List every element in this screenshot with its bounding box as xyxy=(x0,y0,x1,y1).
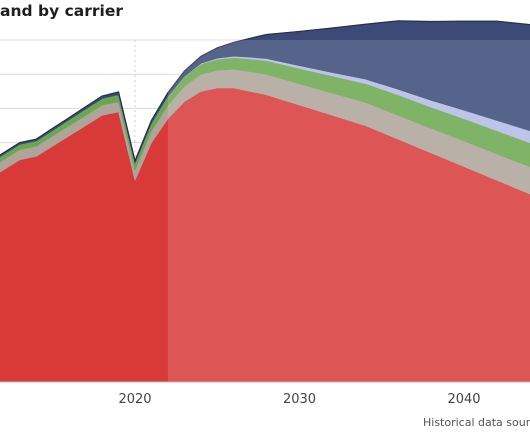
chart-title: and by carrier xyxy=(0,2,123,20)
x-tick-label: 2040 xyxy=(447,392,480,407)
x-tick-label: 2030 xyxy=(283,392,316,407)
x-tick-labels: 2020 2030 2040 xyxy=(118,392,480,407)
stack-top-outline xyxy=(0,20,530,163)
x-tick-label: 2020 xyxy=(118,392,151,407)
historical-period-shading xyxy=(167,40,530,382)
source-note: Historical data sourc xyxy=(423,416,530,429)
